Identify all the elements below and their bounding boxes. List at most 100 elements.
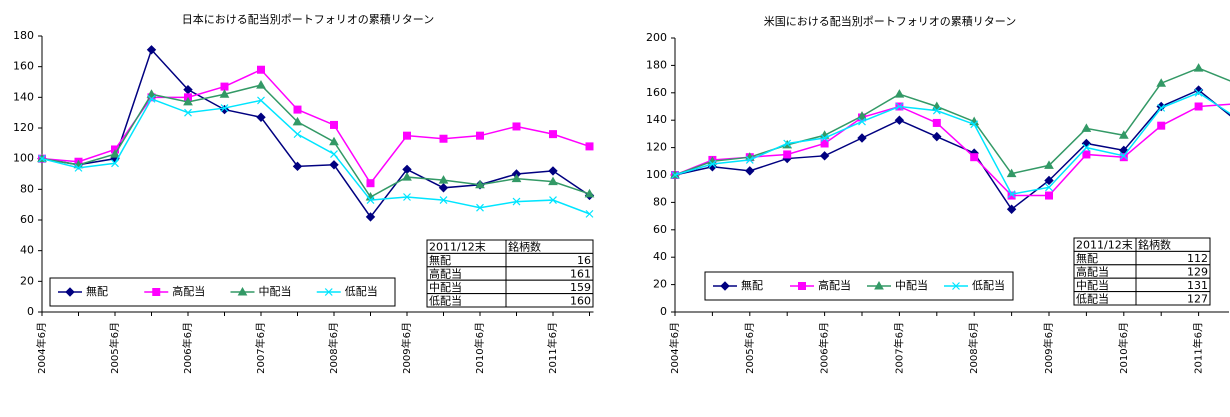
marker: [111, 159, 119, 168]
marker: [1157, 103, 1166, 112]
marker: [403, 193, 411, 201]
y-tick-label: 80: [653, 195, 667, 208]
table-text: 高配当: [1076, 265, 1109, 279]
marker: [146, 89, 157, 98]
table-text: 2011/12末: [429, 240, 486, 254]
marker: [402, 172, 412, 181]
series-line: [674, 91, 1230, 196]
legend-label: 低配当: [972, 278, 1005, 292]
marker: [548, 176, 558, 186]
marker: [324, 288, 333, 296]
marker: [220, 82, 229, 91]
marker: [858, 117, 866, 126]
y-tick-label: 100: [13, 152, 34, 165]
marker: [1045, 191, 1053, 200]
marker: [708, 160, 717, 168]
marker: [475, 179, 485, 189]
table-text: 無配: [429, 253, 451, 267]
marker: [147, 94, 156, 103]
marker: [476, 131, 484, 140]
marker: [745, 156, 754, 164]
chart: 日本における配当別ポートフォリオの累積リターン 0 20 40 60 80 100 120 14…: [13, 12, 595, 374]
marker: [857, 133, 867, 143]
table-text: 160: [570, 294, 591, 307]
series-line: [41, 97, 590, 215]
marker: [146, 45, 157, 55]
y-tick-label: 20: [20, 274, 34, 287]
y-tick-label: 60: [653, 223, 667, 236]
x-tick-label: 2007年6月: [892, 322, 905, 374]
y-tick-label: 40: [20, 244, 34, 257]
table-text: 161: [570, 268, 591, 281]
marker: [330, 120, 338, 129]
table-text: 127: [1187, 292, 1208, 305]
table-text: 高配当: [429, 267, 462, 281]
marker: [257, 65, 265, 74]
marker: [74, 163, 83, 172]
table-text: 低配当: [1076, 291, 1109, 305]
y-tick-label: 120: [646, 141, 667, 154]
table-text: 131: [1187, 279, 1208, 292]
marker: [783, 139, 792, 148]
x-tick-label: 2005年6月: [108, 322, 121, 374]
marker: [237, 286, 248, 296]
y-tick-label: 0: [660, 305, 667, 318]
marker: [38, 154, 46, 163]
marker: [1006, 168, 1017, 178]
marker: [183, 96, 193, 106]
marker: [1194, 102, 1203, 111]
table-cell: [505, 293, 594, 308]
y-tick-label: 120: [13, 121, 34, 134]
marker: [584, 188, 595, 198]
marker: [1044, 175, 1054, 186]
marker: [932, 106, 941, 115]
marker: [1082, 150, 1091, 159]
legend-label: 高配当: [172, 284, 205, 298]
chart-title: 日本における配当別ポートフォリオの累積リターン: [182, 12, 434, 26]
marker: [931, 101, 942, 110]
table-text: 16: [577, 254, 591, 267]
y-tick-label: 0: [27, 305, 34, 318]
x-tick-label: 2004年6月: [35, 322, 48, 374]
marker: [549, 196, 557, 204]
x-tick-label: 2005年6月: [743, 322, 756, 374]
x-tick-label: 2007年6月: [254, 322, 267, 374]
marker: [1006, 204, 1017, 214]
x-tick-label: 2011年6月: [546, 322, 559, 374]
marker: [256, 112, 266, 122]
y-tick-label: 140: [646, 113, 667, 126]
y-tick-label: 160: [646, 86, 667, 99]
marker: [439, 196, 448, 204]
y-tick-label: 40: [653, 250, 667, 263]
table-text: 中配当: [1076, 278, 1109, 292]
x-tick-label: 2004年6月: [668, 322, 681, 374]
series-line: [41, 84, 590, 198]
legend-label: 無配: [86, 284, 108, 298]
legend-label: 中配当: [259, 284, 292, 298]
table-text: 159: [570, 281, 591, 294]
marker: [511, 173, 522, 183]
marker: [894, 115, 905, 125]
marker: [512, 122, 521, 131]
series-line: [674, 89, 1230, 211]
legend-label: 無配: [741, 278, 763, 292]
marker: [549, 130, 557, 139]
table-cell: [1135, 291, 1211, 306]
marker: [330, 150, 338, 158]
y-tick-label: 160: [13, 60, 34, 73]
table-text: 129: [1187, 266, 1208, 279]
x-tick-label: 2008年6月: [967, 322, 980, 374]
marker: [1082, 143, 1091, 152]
y-tick-label: 180: [13, 29, 34, 42]
y-tick-label: 200: [646, 31, 667, 44]
series-line: [41, 48, 590, 219]
marker: [1081, 123, 1092, 132]
table-text: 無配: [1076, 251, 1098, 265]
series-line: [674, 103, 1230, 197]
marker: [293, 130, 302, 139]
marker: [585, 209, 594, 218]
marker: [783, 150, 792, 159]
marker: [585, 142, 594, 151]
marker: [256, 80, 266, 89]
